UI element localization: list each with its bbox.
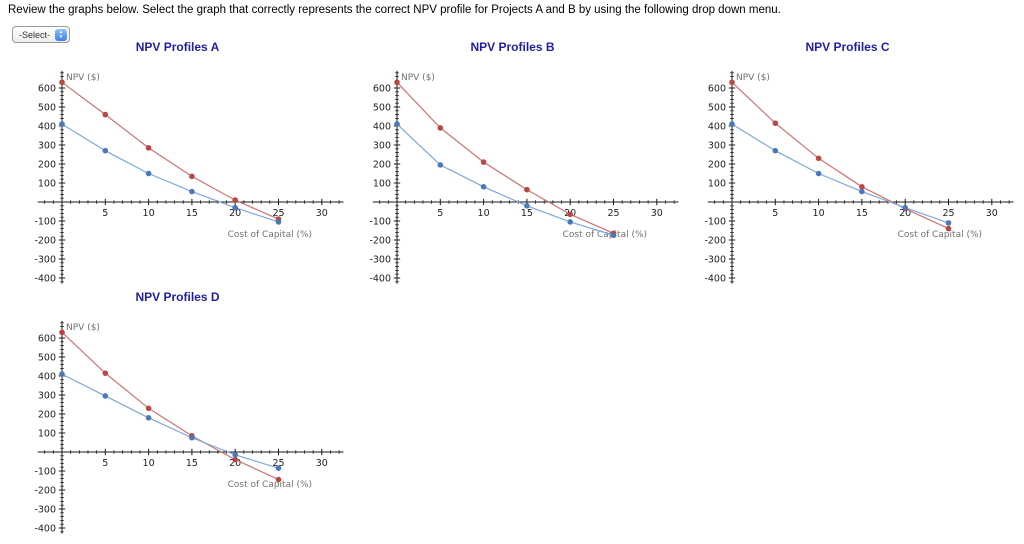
svg-text:-100: -100 [369, 216, 391, 227]
svg-text:30: 30 [316, 458, 328, 469]
svg-text:NPV ($): NPV ($) [66, 73, 100, 83]
svg-text:-300: -300 [369, 254, 391, 265]
svg-text:-300: -300 [34, 504, 56, 515]
chevron-down-icon: ▼ [58, 33, 64, 39]
svg-text:-400: -400 [369, 273, 391, 284]
svg-text:600: 600 [708, 83, 726, 94]
svg-text:300: 300 [373, 140, 391, 151]
svg-text:500: 500 [38, 102, 56, 113]
svg-text:Cost of Capital (%): Cost of Capital (%) [563, 230, 647, 240]
svg-text:5: 5 [437, 208, 443, 219]
svg-text:Cost of Capital (%): Cost of Capital (%) [228, 230, 312, 240]
chart-npv-profiles-d: NPV Profiles D 5 10 15 20 25 30 600 500 400 300 20… [10, 290, 345, 535]
chart-title: NPV Profiles D [135, 290, 220, 304]
svg-text:100: 100 [38, 428, 56, 439]
svg-text:-300: -300 [34, 254, 56, 265]
svg-text:30: 30 [316, 208, 328, 219]
svg-text:10: 10 [478, 208, 490, 219]
plot-area: 51015202530600500400300200100-100-200-30… [345, 60, 680, 285]
svg-text:NPV ($): NPV ($) [736, 73, 770, 83]
plot-area: 5 10 15 20 25 30 600 500 400 300 200 100 -100 -200 -30… [10, 60, 345, 285]
svg-text:600: 600 [373, 83, 391, 94]
npv-plot-svg: 5 10 15 20 25 30 600 500 400 300 200 100 -100 -200 -30… [34, 320, 344, 534]
npv-plot-svg: 5 10 15 20 25 30 600 500 400 300 200 100 -100 -200 -30… [34, 70, 344, 284]
svg-text:-100: -100 [704, 216, 726, 227]
svg-text:15: 15 [521, 208, 533, 219]
svg-text:500: 500 [373, 102, 391, 113]
svg-text:300: 300 [38, 390, 56, 401]
svg-text:Cost of Capital (%): Cost of Capital (%) [228, 480, 312, 490]
svg-text:5: 5 [102, 458, 108, 469]
svg-text:10: 10 [813, 208, 825, 219]
svg-text:200: 200 [38, 159, 56, 170]
svg-text:400: 400 [373, 121, 391, 132]
svg-text:NPV ($): NPV ($) [66, 323, 100, 333]
svg-text:15: 15 [186, 458, 198, 469]
npv-plot-svg: 51015202530600500400300200100-100-200-30… [369, 70, 679, 284]
svg-text:25: 25 [942, 208, 954, 219]
svg-text:-200: -200 [704, 235, 726, 246]
chart-title: NPV Profiles A [135, 40, 220, 54]
svg-text:15: 15 [856, 208, 868, 219]
chart-title: NPV Profiles C [805, 40, 890, 54]
svg-text:Cost of Capital (%): Cost of Capital (%) [898, 230, 982, 240]
svg-text:200: 200 [373, 159, 391, 170]
svg-text:20: 20 [229, 458, 241, 469]
svg-text:200: 200 [708, 159, 726, 170]
svg-text:10: 10 [143, 208, 155, 219]
svg-text:10: 10 [143, 458, 155, 469]
svg-text:100: 100 [373, 178, 391, 189]
svg-text:NPV ($): NPV ($) [401, 73, 435, 83]
instruction-text: Review the graphs below. Select the grap… [8, 4, 781, 16]
svg-text:300: 300 [38, 140, 56, 151]
svg-text:100: 100 [38, 178, 56, 189]
svg-text:500: 500 [38, 352, 56, 363]
svg-text:400: 400 [708, 121, 726, 132]
svg-text:600: 600 [38, 83, 56, 94]
svg-text:400: 400 [38, 121, 56, 132]
svg-text:30: 30 [986, 208, 998, 219]
plot-area: 5 10 15 20 25 30 600 500 400 300 200 100 -100 -200 -30… [10, 310, 345, 535]
svg-text:20: 20 [229, 208, 241, 219]
svg-text:-100: -100 [34, 216, 56, 227]
chevron-up-icon: ▲ [58, 29, 64, 34]
chart-npv-profiles-b: NPV Profiles B 5101520253060050040030020… [345, 40, 680, 285]
select-value: -Select- [19, 29, 51, 40]
svg-text:600: 600 [38, 333, 56, 344]
svg-text:200: 200 [38, 409, 56, 420]
svg-text:-400: -400 [34, 273, 56, 284]
svg-text:-100: -100 [34, 466, 56, 477]
svg-text:25: 25 [272, 458, 284, 469]
svg-text:100: 100 [708, 178, 726, 189]
svg-text:15: 15 [186, 208, 198, 219]
svg-text:25: 25 [607, 208, 619, 219]
svg-text:-400: -400 [34, 523, 56, 534]
svg-text:5: 5 [772, 208, 778, 219]
svg-text:25: 25 [272, 208, 284, 219]
svg-text:-200: -200 [34, 485, 56, 496]
svg-text:-400: -400 [704, 273, 726, 284]
svg-text:5: 5 [102, 208, 108, 219]
svg-text:400: 400 [38, 371, 56, 382]
chart-npv-profiles-a: NPV Profiles A 5 10 15 20 25 30 600 500 400 300 20… [10, 40, 345, 285]
npv-plot-svg: 5 10 15 20 25 30 600 500 400 300 200 100 -100 -200 -30… [704, 70, 1014, 284]
svg-text:500: 500 [708, 102, 726, 113]
svg-text:20: 20 [899, 208, 911, 219]
svg-text:-200: -200 [34, 235, 56, 246]
svg-text:300: 300 [708, 140, 726, 151]
svg-text:-300: -300 [704, 254, 726, 265]
chart-title: NPV Profiles B [470, 40, 555, 54]
svg-text:-200: -200 [369, 235, 391, 246]
chart-npv-profiles-c: NPV Profiles C 5 10 15 20 25 30 600 500 400 300 20… [680, 40, 1015, 285]
plot-area: 5 10 15 20 25 30 600 500 400 300 200 100 -100 -200 -30… [680, 60, 1015, 285]
graph-select-dropdown[interactable]: -Select- ▲ ▼ [12, 26, 71, 43]
svg-text:30: 30 [651, 208, 663, 219]
select-stepper-icon: ▲ ▼ [55, 28, 68, 41]
